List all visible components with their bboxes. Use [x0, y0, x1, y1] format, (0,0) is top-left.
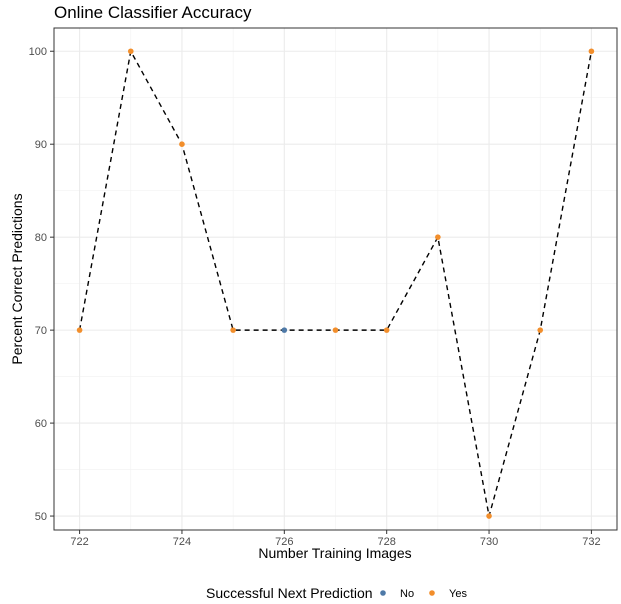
y-tick-label: 50 — [35, 511, 47, 523]
y-tick-label: 80 — [35, 232, 47, 244]
data-point — [179, 141, 185, 148]
x-tick-label: 722 — [70, 536, 88, 548]
y-axis-title: Percent Correct Predictions — [9, 193, 25, 364]
legend-title: Successful Next Prediction — [206, 585, 373, 601]
grid-lines — [54, 28, 617, 530]
data-point — [435, 234, 441, 240]
x-axis-title: Number Training Images — [258, 545, 411, 561]
y-tick-label: 60 — [35, 418, 47, 430]
chart-title: Online Classifier Accuracy — [54, 3, 252, 22]
legend: Successful Next Prediction No Yes — [206, 585, 467, 601]
y-tick-label: 100 — [29, 46, 47, 58]
data-point — [332, 327, 339, 333]
x-tick-label: 730 — [480, 536, 498, 548]
x-tick-label: 732 — [582, 536, 600, 548]
y-tick-label: 90 — [35, 139, 47, 151]
legend-key-yes — [429, 590, 435, 596]
legend-label-no: No — [400, 588, 414, 600]
x-tick-label: 724 — [173, 536, 191, 548]
data-point — [127, 48, 134, 55]
x-tick-label: 728 — [378, 536, 396, 548]
x-tick-label: 726 — [275, 536, 293, 548]
legend-key-no — [380, 590, 386, 596]
data-points — [76, 48, 595, 519]
data-point — [230, 327, 236, 333]
y-tick-label: 70 — [35, 325, 47, 337]
data-point — [537, 327, 544, 333]
legend-label-yes: Yes — [449, 588, 467, 600]
data-point — [486, 513, 492, 519]
data-point — [281, 327, 288, 333]
data-point — [588, 48, 595, 55]
data-point — [76, 327, 83, 333]
axes: 722 724 726 728 730 732 50 60 70 80 90 100 — [29, 27, 618, 548]
data-point — [383, 327, 390, 333]
plot-border — [53, 27, 618, 531]
